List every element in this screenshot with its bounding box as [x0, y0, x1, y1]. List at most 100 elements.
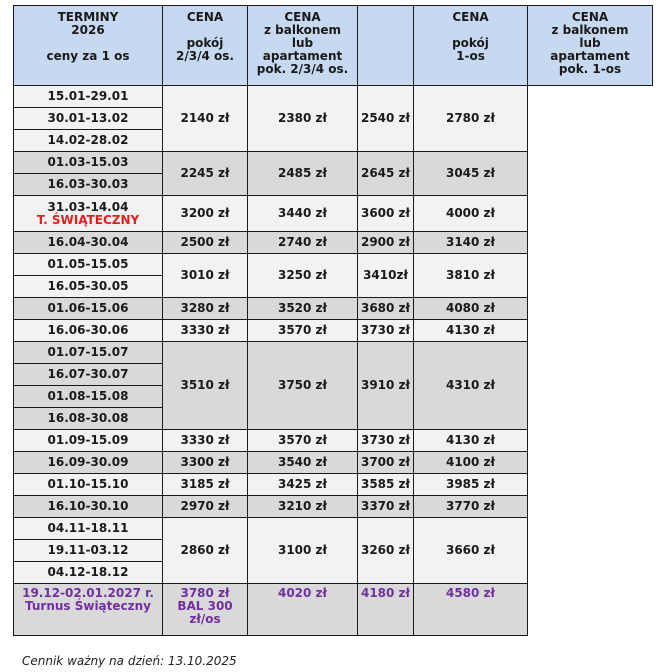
price-single: 2645 zł — [357, 151, 414, 196]
header-line: 1-os — [456, 49, 485, 63]
date-cell: 16.04-30.04 — [13, 231, 163, 254]
date-cell: 04.12-18.12 — [13, 561, 163, 584]
table-row: 04.12-18.12 — [13, 561, 653, 584]
price-line: 3440 zł — [277, 206, 327, 220]
header-line: z balkonem — [263, 23, 342, 37]
table-row: 16.06-30.06 3330 zł 3570 zł 3730 zł 4130 zł — [13, 319, 653, 342]
price-single: 3410zł — [357, 253, 414, 298]
date-cell: 19.11-03.12 — [13, 539, 163, 562]
table-row: 01.10-15.10 3185 zł 3425 zł 3585 zł 3985 zł — [13, 473, 653, 496]
table-row: 14.02-28.02 — [13, 129, 653, 152]
date-cell: 01.10-15.10 — [13, 473, 163, 496]
price-line: 2540 zł — [360, 111, 410, 125]
header-line: lub — [291, 36, 314, 50]
price-room: 3280 zł — [162, 297, 248, 320]
price-single-balcony: 3770 zł — [413, 495, 528, 518]
header-line: pok. 1-os — [558, 62, 622, 76]
price-single: 3585 zł — [357, 473, 414, 496]
price-line: 3660 zł — [445, 543, 495, 557]
table-row: 01.08-15.08 — [13, 385, 653, 408]
price-line: 4000 zł — [445, 206, 495, 220]
price-single: 3260 zł — [357, 517, 414, 584]
price-single-balcony: 3810 zł — [413, 253, 528, 298]
price-line: 2780 zł — [445, 111, 495, 125]
date-note: Turnus Świąteczny — [24, 599, 151, 613]
price-line: 2245 zł — [180, 166, 230, 180]
price-line: 2900 zł — [360, 235, 410, 249]
header-line: pokój — [452, 36, 489, 50]
table-row: 30.01-13.02 — [13, 107, 653, 130]
date-range: 16.05-30.05 — [47, 279, 129, 293]
price-line: 4580 zł — [445, 586, 495, 600]
price-balcony: 3540 zł — [247, 451, 358, 474]
date-cell: 01.06-15.06 — [13, 297, 163, 320]
date-range: 16.08-30.08 — [47, 411, 129, 425]
price-single-balcony: 3045 zł — [413, 151, 528, 196]
price-balcony: 3100 zł — [247, 517, 358, 584]
date-range: 04.12-18.12 — [47, 565, 129, 579]
price-line: 3910 zł — [360, 378, 410, 392]
price-single: 4180 zł — [357, 583, 414, 636]
header-line: 2/3/4 os. — [176, 49, 234, 63]
price-line: 4080 zł — [445, 301, 495, 315]
price-line: 3100 zł — [277, 543, 327, 557]
header-line: ceny za 1 os — [46, 49, 130, 63]
date-range: 01.06-15.06 — [47, 301, 129, 315]
date-cell: 16.10-30.10 — [13, 495, 163, 518]
table-row: 31.03-14.04 T. ŚWIĄTECZNY 3200 zł 3440 zł 36… — [13, 195, 653, 232]
price-single-balcony: 3985 zł — [413, 473, 528, 496]
price-line: 3330 zł — [180, 323, 230, 337]
price-line: 2740 zł — [277, 235, 327, 249]
date-range: 01.07-15.07 — [47, 345, 129, 359]
date-note: T. ŚWIĄTECZNY — [36, 212, 140, 227]
date-cell: 16.09-30.09 — [13, 451, 163, 474]
header-line: pok. 2/3/4 os. — [256, 62, 349, 76]
header-line: CENA — [571, 10, 609, 24]
date-range: 01.09-15.09 — [47, 433, 129, 447]
header-line: 2026 — [71, 23, 105, 37]
date-cell: 16.06-30.06 — [13, 319, 163, 342]
header-line: CENA — [186, 10, 224, 24]
price-single: 3370 zł — [357, 495, 414, 518]
price-line: 3200 zł — [180, 206, 230, 220]
table-row: 01.07-15.07 3510 zł 3750 zł 3910 zł 4310 zł — [13, 341, 653, 430]
table-row: 16.09-30.09 3300 zł 3540 zł 3700 zł 4100 zł — [13, 451, 653, 474]
price-single-balcony: 4080 zł — [413, 297, 528, 320]
price-room: 3780 zł BAL 300 zł/os — [162, 583, 248, 636]
date-range: 16.04-30.04 — [47, 235, 129, 249]
price-line: 4130 zł — [445, 433, 495, 447]
header-price-single: CENA pokój 1-os — [413, 5, 528, 86]
price-line: 3280 zł — [180, 301, 230, 315]
price-single: 3700 zł — [357, 451, 414, 474]
date-cell: 01.08-15.08 — [13, 385, 163, 408]
price-balcony: 3750 zł — [247, 341, 358, 430]
price-room: 2860 zł — [162, 517, 248, 584]
date-range: 16.09-30.09 — [47, 455, 129, 469]
price-balcony: 3440 zł — [247, 195, 358, 232]
table-row: 01.03-15.03 2245 zł 2485 zł 2645 zł 3045 zł — [13, 151, 653, 196]
price-balcony: 3425 zł — [247, 473, 358, 496]
price-balcony: 2380 zł — [247, 85, 358, 152]
header-line: apartament — [262, 49, 343, 63]
price-single: 2900 zł — [357, 231, 414, 254]
price-line: 3300 zł — [180, 455, 230, 469]
date-cell: 01.05-15.05 — [13, 253, 163, 276]
date-cell: 16.05-30.05 — [13, 275, 163, 298]
price-line: 3010 zł — [180, 268, 230, 282]
table-row: 01.06-15.06 3280 zł 3520 zł 3680 zł 4080 zł — [13, 297, 653, 320]
price-line: 3510 zł — [180, 378, 230, 392]
price-single-balcony: 4130 zł — [413, 319, 528, 342]
price-balcony: 2740 zł — [247, 231, 358, 254]
price-room: 3200 zł — [162, 195, 248, 232]
price-single-balcony: 4100 zł — [413, 451, 528, 474]
date-range: 16.07-30.07 — [47, 367, 129, 381]
header-price-room: CENA pokój 2/3/4 os. — [162, 5, 248, 86]
date-range: 19.11-03.12 — [47, 543, 129, 557]
price-line: 3585 zł — [360, 477, 410, 491]
price-balcony: 3250 zł — [247, 253, 358, 298]
header-spacer — [357, 5, 414, 86]
date-cell: 01.07-15.07 — [13, 341, 163, 364]
header-row: TERMINY 2026 ceny za 1 os CENA pokój 2/3/4… — [13, 5, 653, 86]
date-cell: 01.09-15.09 — [13, 429, 163, 452]
price-single: 3680 zł — [357, 297, 414, 320]
